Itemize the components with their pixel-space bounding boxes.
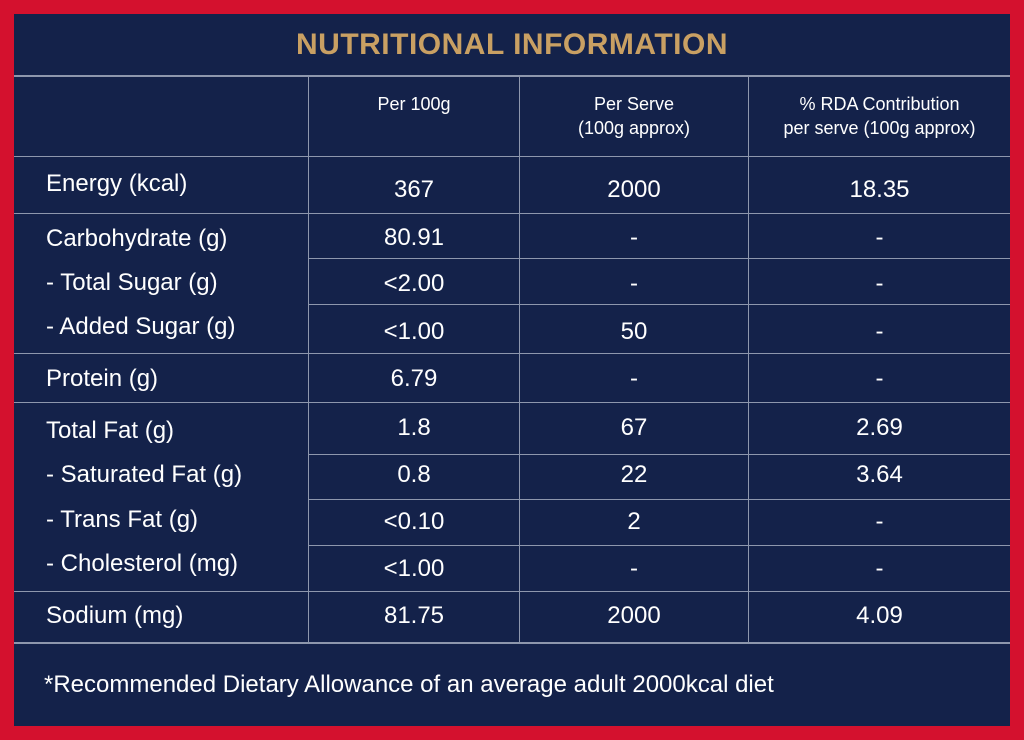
row-label-sodium: Sodium (mg) — [46, 602, 184, 629]
value-per-serve: - — [630, 224, 638, 251]
value-rda: 4.09 — [856, 602, 903, 629]
value-rda: 18.35 — [849, 176, 910, 203]
value-rda: - — [875, 224, 884, 251]
rda-footnote: *Recommended Dietary Allowance of an ave… — [44, 671, 774, 698]
value-per-100g: 0.8 — [397, 461, 431, 488]
row-label-total-fat: Total Fat (g) — [46, 417, 175, 444]
row-label-total-sugar: - Total Sugar (g) — [46, 269, 218, 296]
row-divider — [308, 258, 1010, 259]
value-per-100g: <1.00 — [383, 318, 445, 345]
header-per-100g: Per 100g — [377, 94, 451, 114]
value-per-100g: 367 — [393, 176, 435, 203]
row-divider — [308, 545, 1010, 546]
table-title: NUTRITIONAL INFORMATION — [295, 28, 728, 61]
title-divider — [14, 75, 1010, 77]
value-per-serve: 2 — [627, 508, 641, 535]
row-divider — [14, 402, 1010, 403]
row-label-energy: Energy (kcal) — [46, 170, 188, 197]
footer-divider — [14, 642, 1010, 644]
row-divider — [308, 304, 1010, 305]
value-rda: - — [875, 318, 884, 345]
column-divider — [519, 76, 520, 642]
column-divider — [308, 76, 309, 642]
row-label-cholesterol: - Cholesterol (mg) — [46, 550, 239, 577]
value-per-serve: - — [630, 365, 638, 392]
value-rda: - — [875, 508, 884, 535]
value-per-serve: - — [630, 555, 638, 582]
value-per-serve: 50 — [620, 318, 648, 345]
row-label-saturated-fat: - Saturated Fat (g) — [46, 461, 243, 488]
value-per-100g: <0.10 — [383, 508, 445, 535]
row-divider — [14, 591, 1010, 592]
value-per-100g: <1.00 — [383, 555, 445, 582]
value-per-serve: 67 — [620, 414, 648, 441]
value-per-serve: 2000 — [607, 176, 661, 203]
value-per-100g: <2.00 — [383, 270, 445, 297]
value-rda: - — [875, 555, 884, 582]
header-per-serve: Per Serve (100g approx) — [577, 94, 691, 138]
value-per-100g: 81.75 — [383, 602, 445, 629]
row-divider — [308, 454, 1010, 455]
row-divider — [308, 499, 1010, 500]
column-divider — [748, 76, 749, 642]
value-rda: 2.69 — [856, 414, 903, 441]
value-per-serve: 22 — [620, 461, 648, 488]
row-label-carbohydrate: Carbohydrate (g) — [46, 225, 228, 252]
value-per-100g: 80.91 — [383, 224, 445, 251]
nutrition-panel: NUTRITIONAL INFORMATION Per 100g Per Ser… — [14, 14, 1010, 726]
row-label-protein: Protein (g) — [46, 365, 159, 392]
value-per-serve: 2000 — [607, 602, 661, 629]
row-divider — [14, 353, 1010, 354]
value-per-serve: - — [630, 270, 638, 297]
value-per-100g: 1.8 — [397, 414, 431, 441]
row-label-trans-fat: - Trans Fat (g) — [46, 506, 199, 533]
row-divider — [14, 156, 1010, 157]
value-rda: - — [875, 365, 884, 392]
value-per-100g: 6.79 — [390, 365, 438, 392]
value-rda: 3.64 — [856, 461, 903, 488]
row-label-added-sugar: - Added Sugar (g) — [46, 313, 236, 340]
row-divider — [14, 213, 1010, 214]
header-rda-contribution: % RDA Contribution per serve (100g appro… — [783, 94, 976, 138]
value-rda: - — [875, 270, 884, 297]
